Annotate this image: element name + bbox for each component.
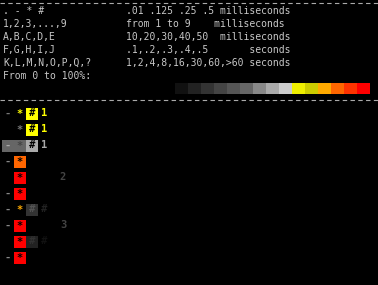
Text: 10,20,30,40,50  milliseconds: 10,20,30,40,50 milliseconds [126,32,291,42]
Bar [188,83,201,94]
Bar [214,83,227,94]
Text: 1: 1 [41,109,47,119]
Bar [292,83,305,94]
Text: 2: 2 [60,172,66,182]
Bar [14,140,26,152]
Bar [344,83,357,94]
Bar [279,83,292,94]
Bar [26,236,38,248]
Text: #: # [41,237,47,247]
Text: . - * #: . - * # [3,6,44,16]
Bar [266,83,279,94]
Bar [26,140,38,152]
Text: *: * [17,125,23,135]
Bar [14,236,26,248]
Text: -: - [5,156,11,166]
Bar [14,252,26,264]
Text: *: * [17,172,23,182]
Bar [26,124,38,136]
Text: -: - [5,221,11,231]
Text: #: # [29,205,35,215]
Bar [331,83,344,94]
Text: #: # [29,141,35,150]
Text: -: - [5,109,11,119]
Text: *: * [17,253,23,262]
Text: .01 .125 .25 .5 milliseconds: .01 .125 .25 .5 milliseconds [126,6,291,16]
Text: *: * [17,141,23,150]
Text: *: * [17,109,23,119]
Bar [201,83,214,94]
Text: -: - [5,188,11,198]
Text: *: * [17,205,23,215]
Text: 1,2,4,8,16,30,60,>60 seconds: 1,2,4,8,16,30,60,>60 seconds [126,58,291,68]
Bar [175,83,188,94]
Bar [227,83,240,94]
Text: K,L,M,N,O,P,Q,?: K,L,M,N,O,P,Q,? [3,58,91,68]
Text: *: * [17,188,23,198]
Text: #: # [41,205,47,215]
Bar [253,83,266,94]
Text: -: - [5,141,11,150]
Text: *: * [17,156,23,166]
Bar [318,83,331,94]
Bar [26,108,38,120]
Text: #: # [29,237,35,247]
Text: From 0 to 100%:: From 0 to 100%: [3,71,91,81]
Text: -: - [5,205,11,215]
Bar [2,140,14,152]
Text: #: # [29,125,35,135]
Bar [26,204,38,216]
Bar [240,83,253,94]
Bar [14,172,26,184]
Text: from 1 to 9    milliseconds: from 1 to 9 milliseconds [126,19,285,29]
Text: 3: 3 [60,221,66,231]
Text: .1,.2,.3,.4,.5       seconds: .1,.2,.3,.4,.5 seconds [126,45,291,55]
Bar [14,156,26,168]
Text: #: # [29,109,35,119]
Bar [14,220,26,232]
Text: *: * [17,221,23,231]
Bar [305,83,318,94]
Text: 1: 1 [41,125,47,135]
Text: 1: 1 [41,141,47,150]
Text: *: * [17,237,23,247]
Text: F,G,H,I,J: F,G,H,I,J [3,45,56,55]
Text: A,B,C,D,E: A,B,C,D,E [3,32,56,42]
Text: 1,2,3,...,9: 1,2,3,...,9 [3,19,68,29]
Bar [14,188,26,200]
Text: -: - [5,253,11,262]
Bar [357,83,370,94]
